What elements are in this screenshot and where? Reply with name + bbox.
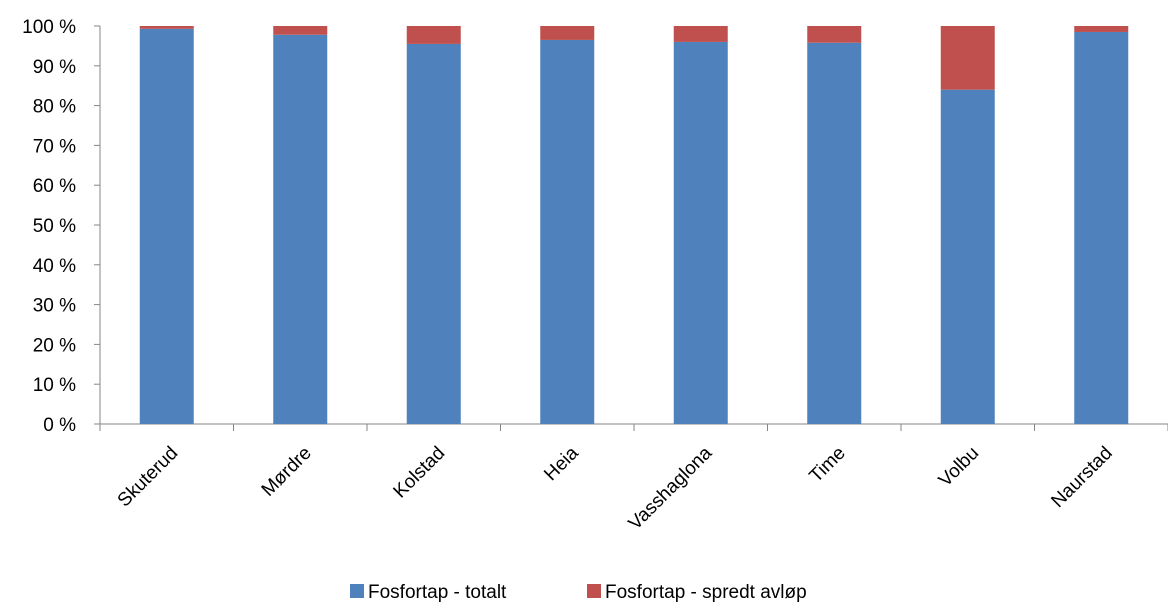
legend-swatch <box>350 584 364 598</box>
category-label: Kolstad <box>390 443 450 503</box>
bar-spredt-avlop-5 <box>807 26 862 43</box>
bar-spredt-avlop-4 <box>673 26 728 42</box>
y-tick-label: 80 % <box>33 97 76 118</box>
bar-spredt-avlop-3 <box>540 26 595 40</box>
legend: Fosfortap - totalt Fosfortap - spredt avl… <box>350 582 807 603</box>
y-tick-label: 70 % <box>33 136 76 157</box>
bar-totalt-1 <box>273 34 328 424</box>
x-axis <box>99 423 1168 431</box>
category-label: Heia <box>540 442 583 485</box>
y-tick-label: 40 % <box>33 256 76 277</box>
y-tick-label: 50 % <box>33 216 76 237</box>
bar-totalt-2 <box>406 43 461 424</box>
bar-totalt-7 <box>1074 31 1129 424</box>
category-label: Volbu <box>935 443 983 491</box>
bar-spredt-avlop-1 <box>273 26 328 35</box>
y-axis: 0 % 10 % 20 % 30 % 40 % 50 % 60 % 70 % 80 % 90 % 1… <box>22 17 101 436</box>
bars <box>139 26 1129 425</box>
y-tick-label: 100 % <box>22 17 76 38</box>
y-tick-label: 0 % <box>43 415 76 436</box>
category-label: Vasshaglona <box>625 442 717 534</box>
category-label: Time <box>806 443 850 487</box>
bar-spredt-avlop-7 <box>1074 26 1129 32</box>
y-tick-label: 60 % <box>33 176 76 197</box>
bar-totalt-4 <box>673 41 728 425</box>
category-label: Mørdre <box>258 443 316 501</box>
y-tick-label: 30 % <box>33 296 76 317</box>
y-tick-label: 20 % <box>33 335 76 356</box>
category-label: Naurstad <box>1047 443 1116 512</box>
bar-spredt-avlop-2 <box>406 26 461 44</box>
bar-totalt-6 <box>940 89 995 425</box>
legend-swatch <box>587 584 601 598</box>
bar-totalt-3 <box>540 39 595 425</box>
bar-totalt-5 <box>807 42 862 424</box>
bar-totalt-0 <box>139 28 194 424</box>
legend-label: Fosfortap - totalt <box>368 582 507 603</box>
category-labels: Skuterud Mørdre Kolstad Heia Vasshaglona Time… <box>114 442 1117 534</box>
legend-label: Fosfortap - spredt avløp <box>605 582 807 603</box>
y-tick-label: 90 % <box>33 57 76 78</box>
bar-spredt-avlop-0 <box>139 26 194 29</box>
category-label: Skuterud <box>114 443 183 512</box>
bar-spredt-avlop-6 <box>940 26 995 90</box>
y-tick-label: 10 % <box>33 375 76 396</box>
